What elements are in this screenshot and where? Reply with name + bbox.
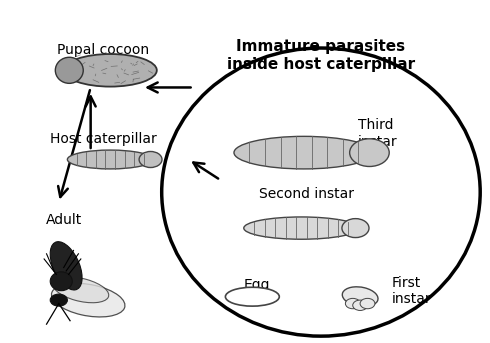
Ellipse shape — [225, 287, 279, 306]
Ellipse shape — [50, 242, 82, 290]
Ellipse shape — [353, 300, 368, 310]
Ellipse shape — [55, 57, 83, 83]
Ellipse shape — [342, 218, 369, 238]
Text: Third
instar: Third instar — [358, 118, 397, 149]
Text: Pupal cocoon: Pupal cocoon — [57, 43, 149, 57]
Text: Adult: Adult — [46, 213, 82, 227]
Text: Second instar: Second instar — [259, 187, 354, 201]
Ellipse shape — [50, 294, 67, 306]
Ellipse shape — [67, 150, 153, 169]
Ellipse shape — [345, 298, 360, 309]
Ellipse shape — [343, 287, 378, 307]
Ellipse shape — [360, 298, 375, 309]
Ellipse shape — [244, 217, 359, 239]
Ellipse shape — [50, 272, 73, 291]
Text: Egg: Egg — [244, 278, 270, 292]
Ellipse shape — [350, 139, 389, 166]
Ellipse shape — [139, 152, 162, 167]
Text: Host caterpillar: Host caterpillar — [49, 132, 156, 146]
Ellipse shape — [53, 277, 109, 303]
Text: Immature parasites
inside host caterpillar: Immature parasites inside host caterpill… — [227, 39, 415, 72]
Ellipse shape — [64, 54, 157, 87]
Ellipse shape — [51, 283, 125, 317]
Ellipse shape — [234, 136, 373, 169]
Text: First
instar: First instar — [392, 276, 432, 306]
